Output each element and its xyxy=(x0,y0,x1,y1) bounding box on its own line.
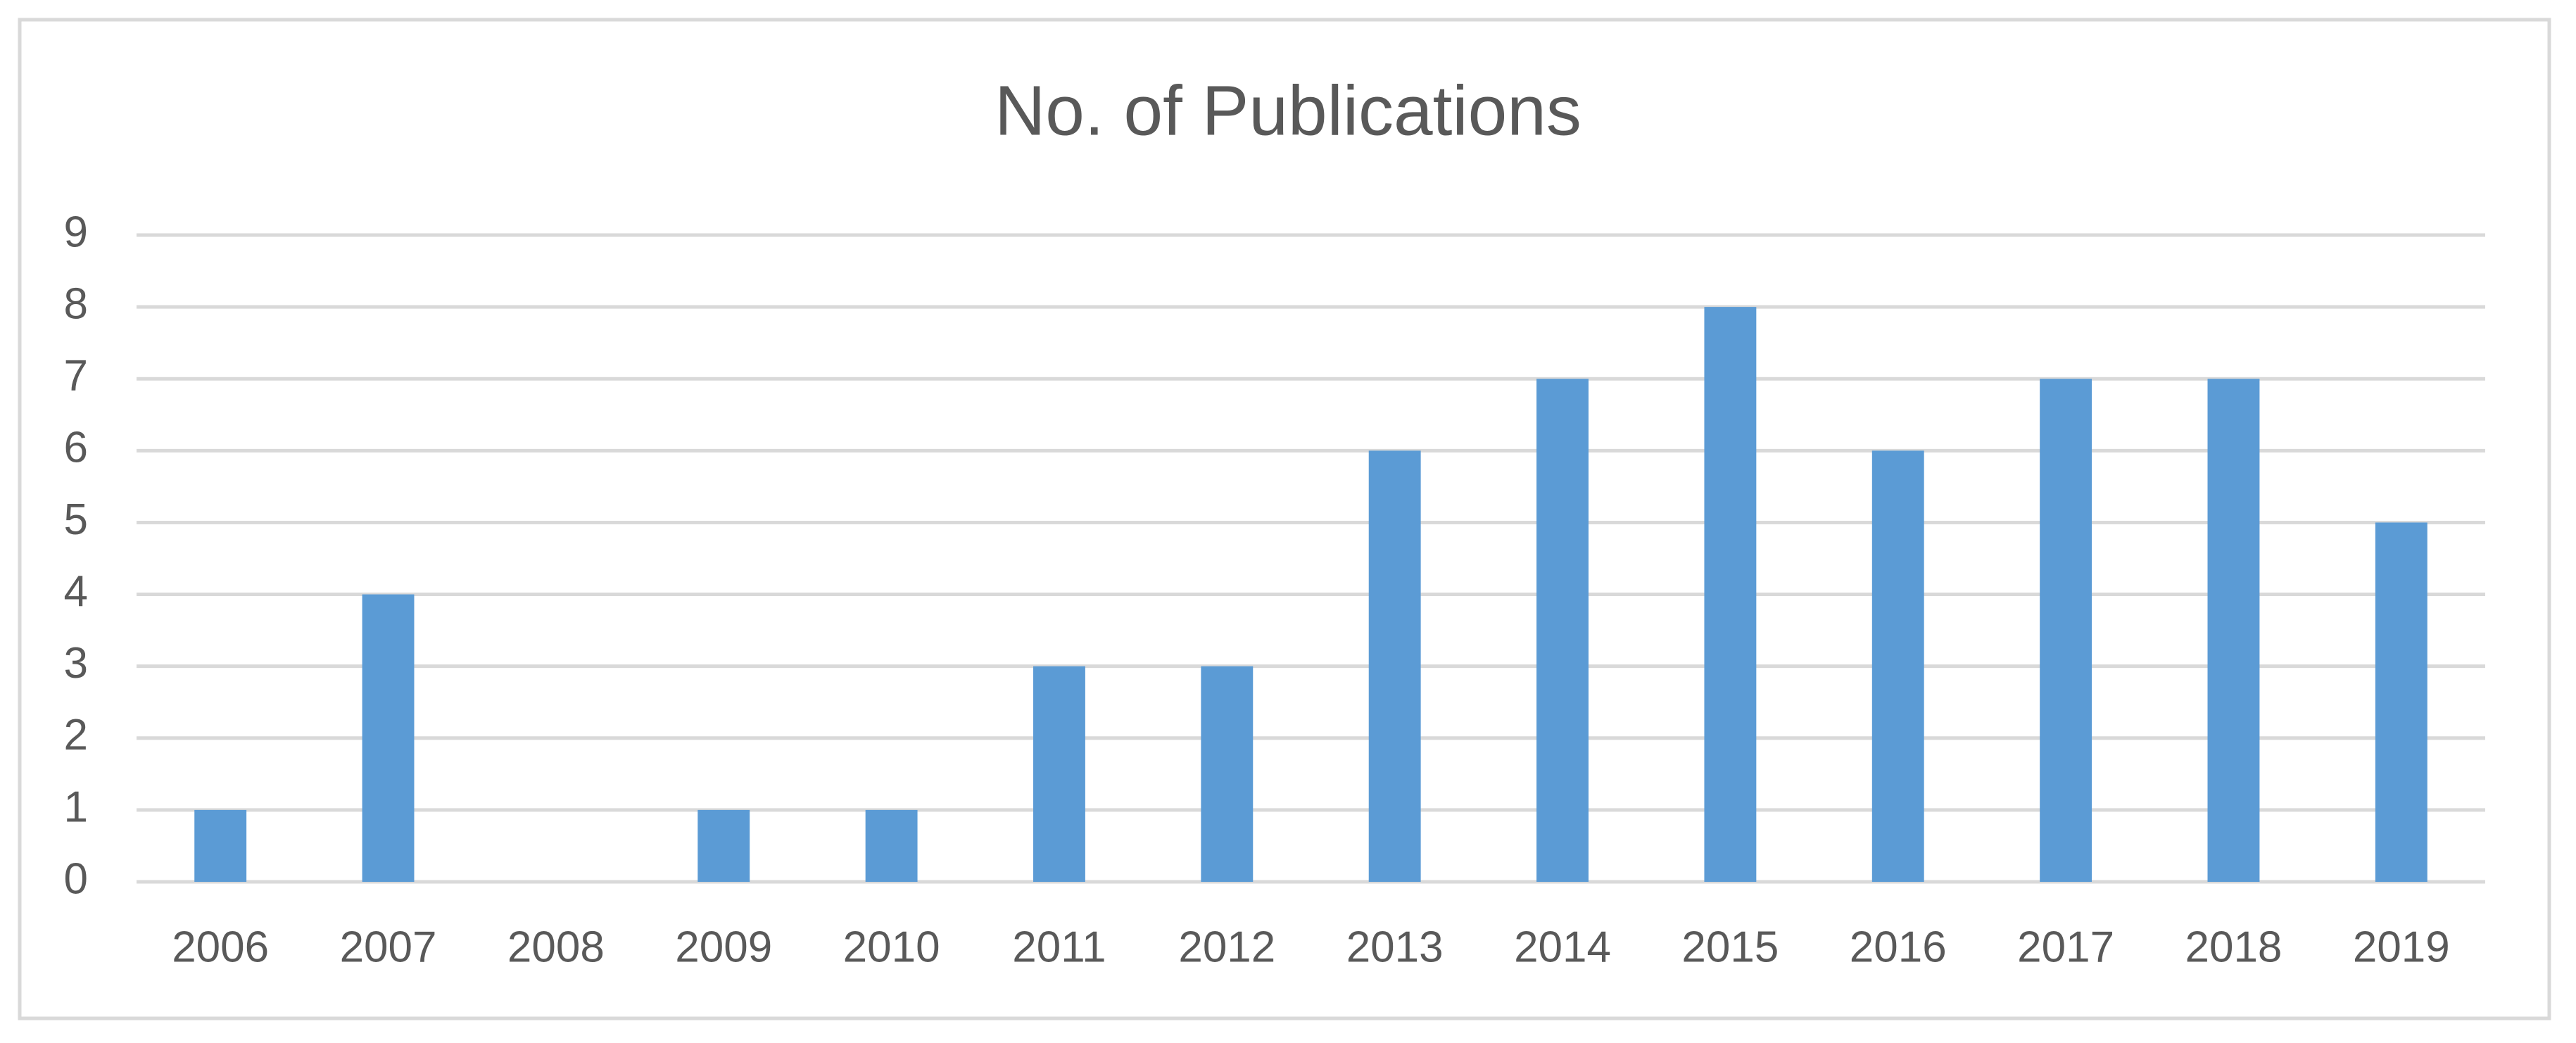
bar xyxy=(1536,379,1589,882)
bar xyxy=(1704,307,1757,883)
bar xyxy=(1368,450,1421,882)
x-tick-label: 2011 xyxy=(1012,923,1106,971)
x-tick-label: 2015 xyxy=(1681,923,1779,971)
y-tick-label: 4 xyxy=(64,567,88,616)
x-tick-label: 2016 xyxy=(1850,923,1947,971)
y-tick-label: 7 xyxy=(64,352,88,400)
bar xyxy=(697,809,750,882)
x-tick-label: 2007 xyxy=(340,923,437,971)
chart-border xyxy=(18,18,2551,1020)
y-tick-label: 3 xyxy=(64,639,88,688)
bar xyxy=(1871,450,1924,882)
y-tick-label: 1 xyxy=(64,783,88,831)
y-tick-label: 5 xyxy=(64,495,88,544)
y-tick-label: 2 xyxy=(64,711,88,759)
bar xyxy=(2207,379,2260,882)
y-tick-label: 0 xyxy=(64,854,88,903)
x-tick-label: 2017 xyxy=(2017,923,2114,971)
x-tick-label: 2012 xyxy=(1178,923,1275,971)
bar xyxy=(362,594,415,882)
bar xyxy=(1033,666,1085,882)
bar xyxy=(865,809,918,882)
x-tick-label: 2008 xyxy=(507,923,605,971)
chart-title: No. of Publications xyxy=(995,71,1581,150)
y-tick-label: 9 xyxy=(64,208,88,256)
bar xyxy=(194,809,247,882)
x-tick-label: 2014 xyxy=(1514,923,1611,971)
x-tick-label: 2009 xyxy=(675,923,772,971)
bar xyxy=(1201,666,1254,882)
bar xyxy=(2040,379,2092,882)
x-tick-label: 2019 xyxy=(2353,923,2450,971)
x-tick-label: 2013 xyxy=(1346,923,1444,971)
x-tick-label: 2006 xyxy=(172,923,269,971)
bar xyxy=(2375,522,2427,882)
y-tick-label: 6 xyxy=(64,424,88,472)
x-tick-label: 2018 xyxy=(2185,923,2282,971)
x-tick-label: 2010 xyxy=(843,923,940,971)
y-tick-label: 8 xyxy=(64,279,88,328)
